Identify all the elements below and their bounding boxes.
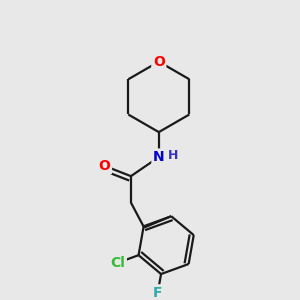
Text: F: F xyxy=(153,286,163,300)
Text: N: N xyxy=(153,150,165,164)
Text: Cl: Cl xyxy=(110,256,125,270)
Text: O: O xyxy=(99,159,110,173)
Text: H: H xyxy=(168,149,178,162)
Text: O: O xyxy=(153,55,165,69)
